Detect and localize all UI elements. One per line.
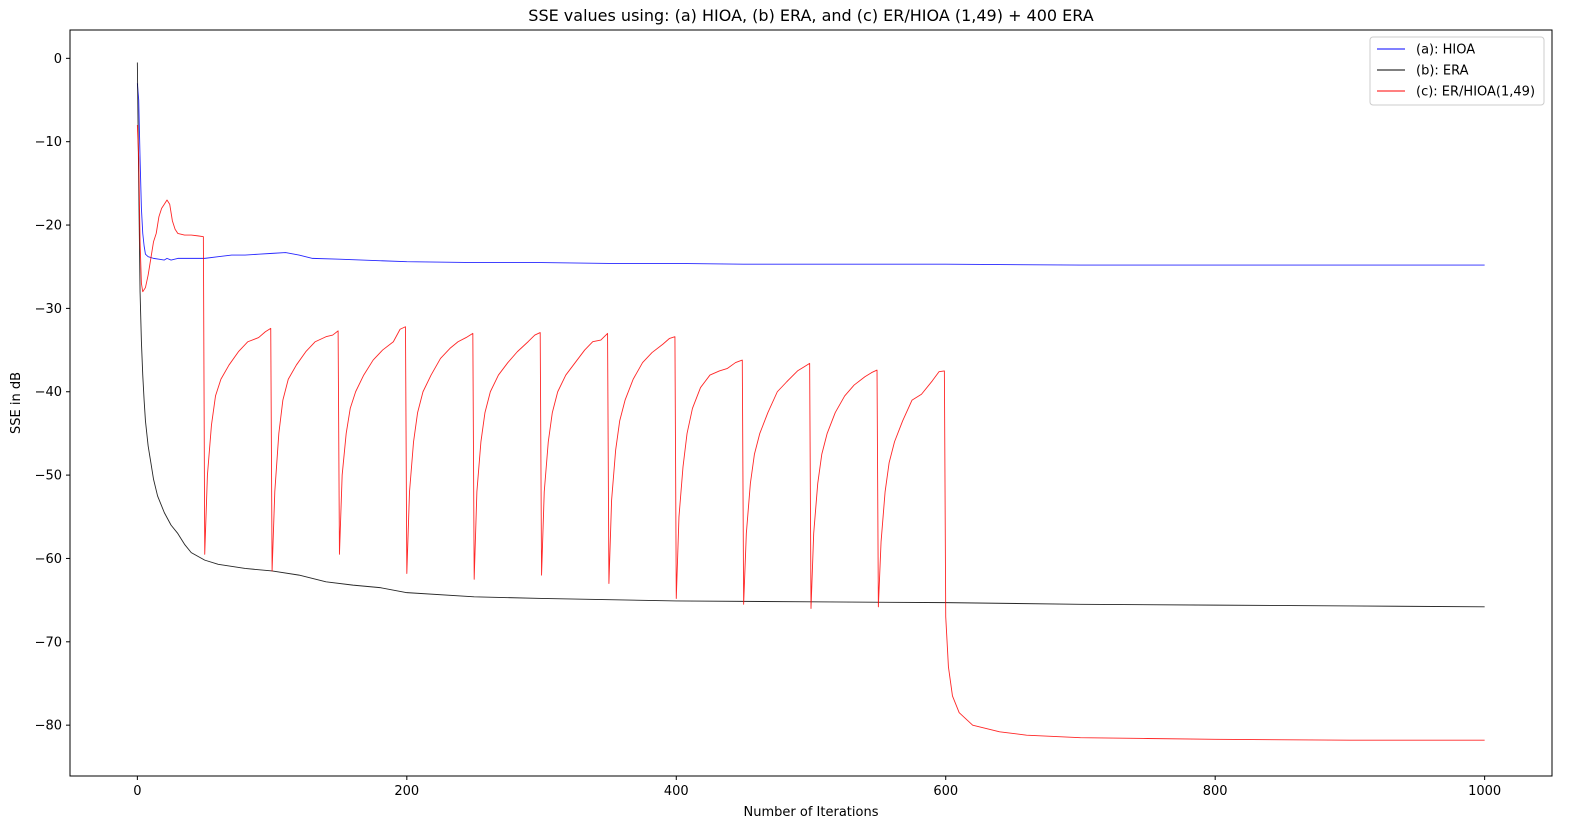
plot-area — [136, 62, 1485, 741]
legend-label: (c): ER/HIOA(1,49) — [1416, 85, 1535, 100]
y-axis-label: SSE in dB — [9, 372, 24, 434]
x-tick-label: 200 — [394, 784, 419, 799]
legend-label: (b): ERA — [1416, 64, 1469, 79]
legend-label: (a): HIOA — [1416, 43, 1475, 58]
y-tick-label: −20 — [35, 219, 62, 234]
y-tick-label: −40 — [35, 385, 62, 400]
y-tick-label: −50 — [35, 469, 62, 484]
y-tick-label: −70 — [35, 635, 62, 650]
x-tick-label: 800 — [1203, 784, 1228, 799]
y-tick-label: −30 — [35, 302, 62, 317]
series-line-hioa — [136, 83, 1485, 266]
y-tick-label: −10 — [35, 135, 62, 150]
x-tick-label: 0 — [133, 784, 141, 799]
x-tick-label: 400 — [664, 784, 689, 799]
legend: (a): HIOA (b): ERA (c): ER/HIOA(1,49) — [1369, 36, 1545, 106]
chart-title: SSE values using: (a) HIOA, (b) ERA, and… — [528, 6, 1093, 25]
x-axis-label: Number of Iterations — [744, 805, 879, 820]
x-tick-label: 600 — [933, 784, 958, 799]
x-tick-label: 1000 — [1468, 784, 1501, 799]
axes-frame — [69, 29, 1553, 777]
series-line-er-hioa — [136, 125, 1485, 741]
y-tick-label: −60 — [35, 552, 62, 567]
legend-box — [1369, 36, 1545, 106]
y-tick-label: 0 — [54, 52, 62, 67]
y-axis: 0 −10 −20 −30 −40 −50 −60 −70 −80 — [35, 52, 70, 734]
y-tick-label: −80 — [35, 719, 62, 734]
x-axis: 0 200 400 600 800 1000 — [133, 776, 1501, 799]
